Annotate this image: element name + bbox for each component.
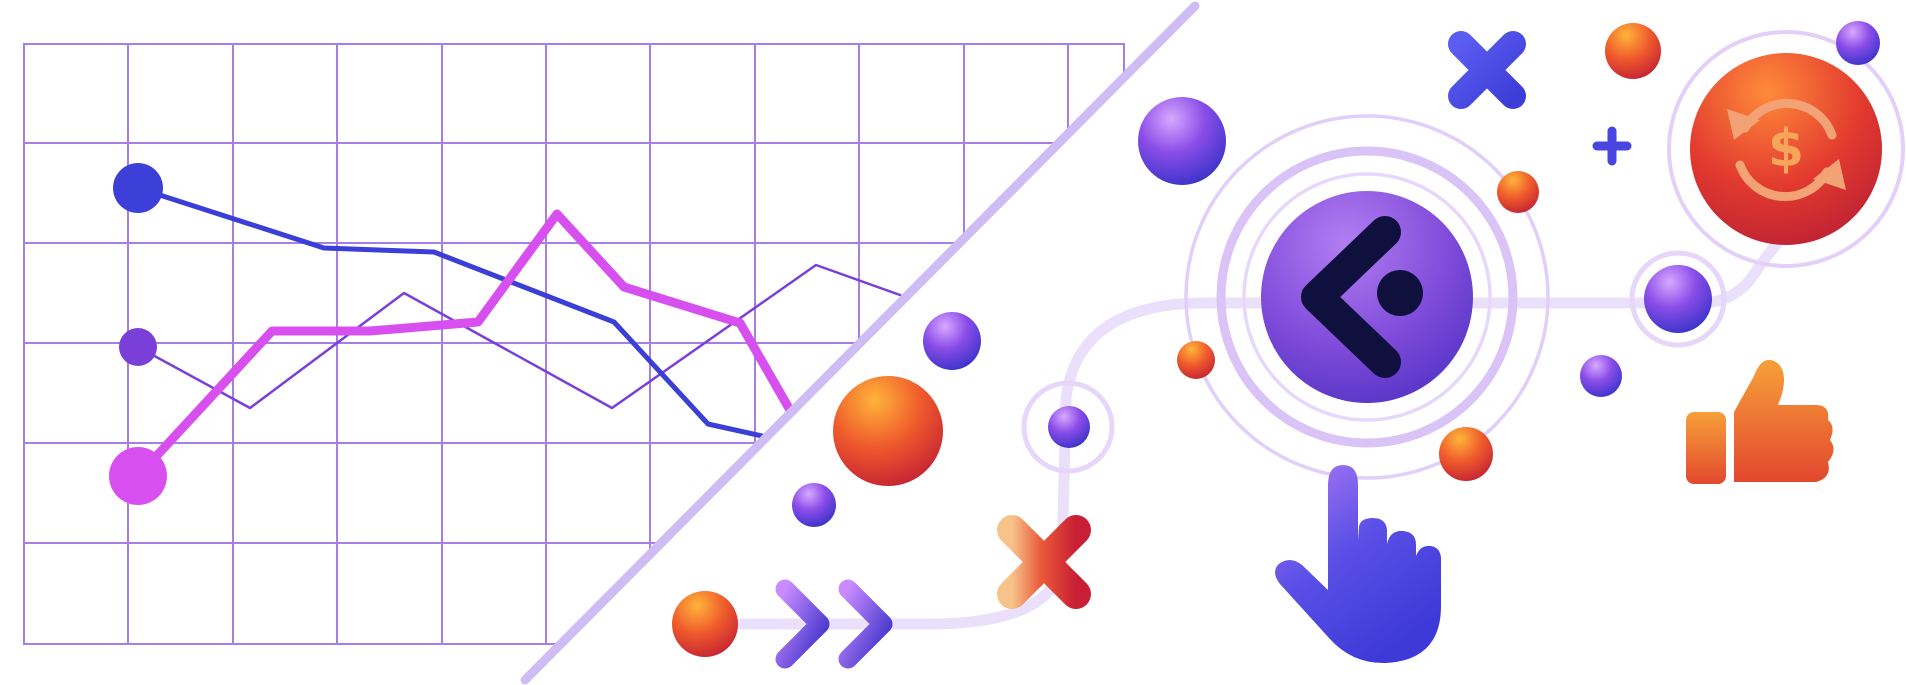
x-mark-icon: [1448, 31, 1526, 109]
double-chevron-right-icon: [775, 579, 893, 669]
spheres: [672, 21, 1880, 657]
chart-lines: [133, 185, 902, 481]
sphere: [1439, 427, 1493, 481]
plus-icon: [1182, 462, 1230, 511]
sphere: [923, 312, 981, 370]
decorative-rings: [1021, 30, 1905, 480]
sphere: [1177, 341, 1215, 379]
svg-text:$: $: [1768, 119, 1804, 179]
x-mark-icon: [997, 515, 1091, 609]
line-start-dot-magenta: [109, 447, 167, 505]
sphere: [1497, 171, 1539, 213]
sphere: [1580, 355, 1622, 397]
sphere: [1605, 23, 1661, 79]
dollar-refresh-icon: $: [1690, 53, 1882, 245]
line-series-magenta: [133, 209, 795, 481]
line-start-dot-blue: [113, 163, 163, 213]
sphere: [1836, 21, 1880, 65]
plus-icon: [1592, 126, 1632, 166]
sphere: [1048, 406, 1090, 448]
line-start-dot-violet: [119, 328, 157, 366]
sphere: [792, 483, 836, 527]
sphere: [1644, 265, 1712, 333]
line-series-violet: [136, 263, 902, 410]
sphere: [672, 591, 738, 657]
pointing-hand-icon: [1275, 465, 1442, 664]
sphere: [1138, 97, 1226, 185]
back-arrow-logo-icon: [1261, 191, 1473, 403]
sphere: [833, 376, 943, 486]
line-series-blue: [135, 185, 783, 443]
thumbs-up-icon: [1686, 359, 1834, 484]
diagonal-divider: [520, 1, 1200, 685]
